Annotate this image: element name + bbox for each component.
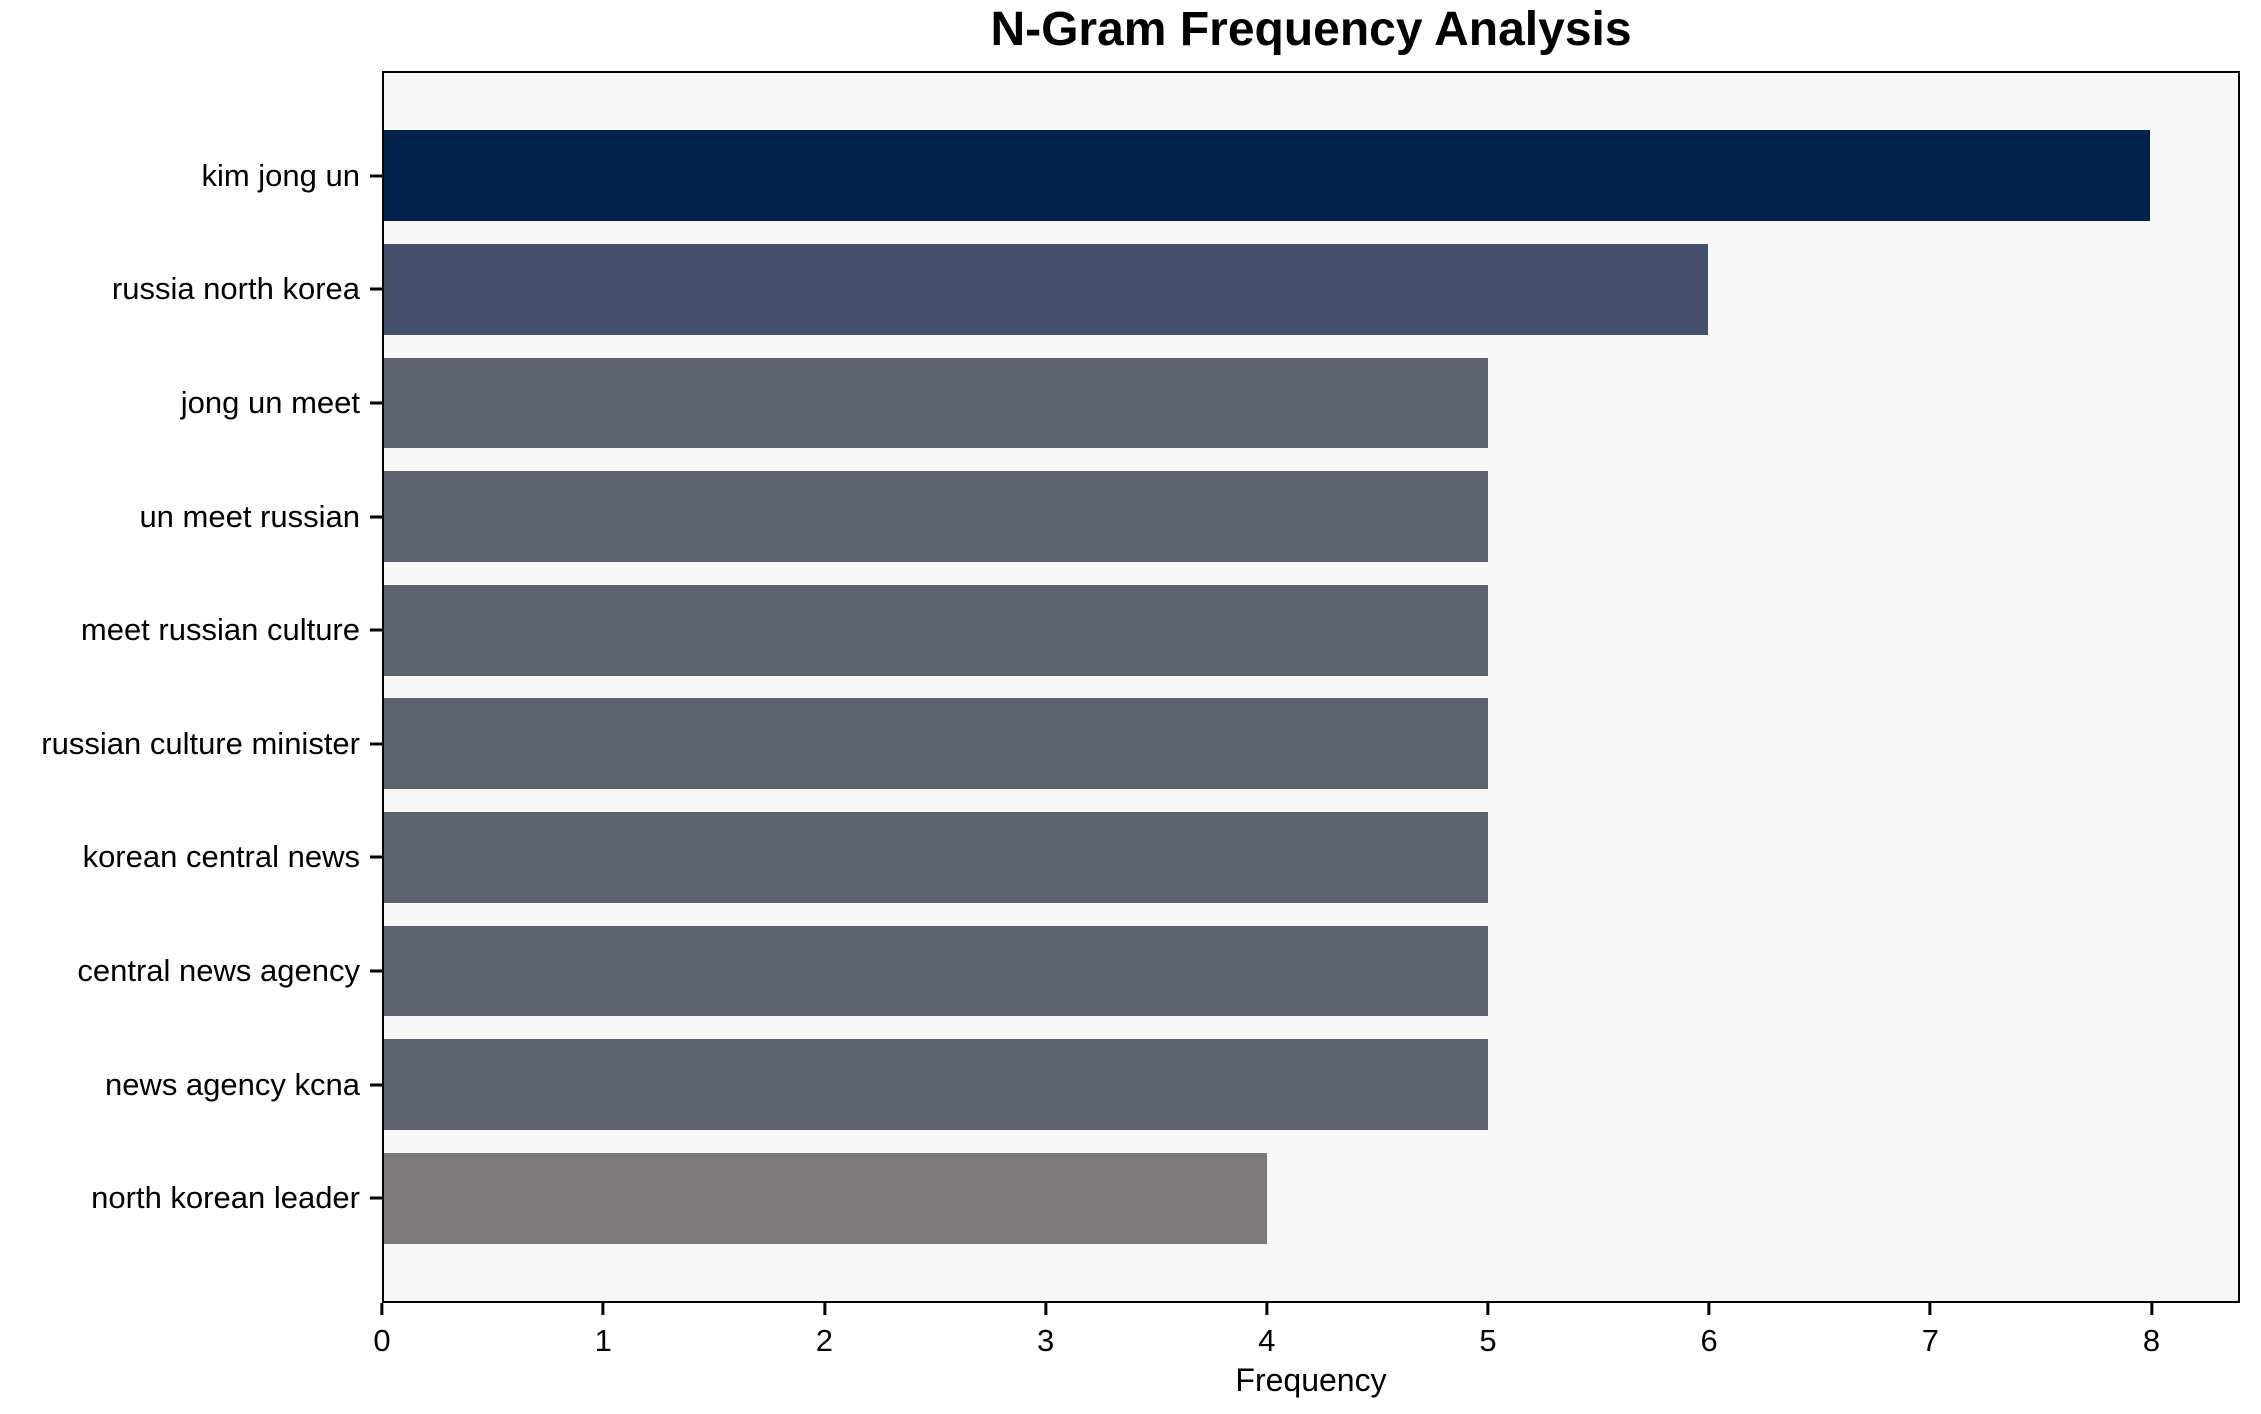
frequency-bar: [384, 243, 1709, 335]
y-tick-label: korean central news: [82, 839, 360, 875]
frequency-bar: [384, 584, 1488, 676]
frequency-bar: [384, 357, 1488, 449]
y-tick-label: central news agency: [77, 952, 360, 988]
x-tick-mark: [822, 1303, 826, 1315]
x-tick-mark: [1044, 1303, 1048, 1315]
y-tick-mark: [370, 401, 382, 405]
x-tick-mark: [1707, 1303, 1711, 1315]
y-tick-mark: [370, 628, 382, 632]
frequency-bar: [384, 925, 1488, 1017]
x-tick-mark: [2150, 1303, 2154, 1315]
x-tick-mark: [1265, 1303, 1269, 1315]
x-tick: 7: [1922, 1303, 1939, 1359]
y-tick-label: jong un meet: [180, 384, 360, 420]
bar-row: russian culture minister: [41, 687, 2238, 801]
x-tick: 8: [2143, 1303, 2160, 1359]
frequency-bar: [384, 1152, 1267, 1244]
x-tick-label: 3: [1036, 1323, 1055, 1358]
bar-row: un meet russian: [139, 460, 2238, 574]
x-tick: 1: [595, 1303, 612, 1359]
x-tick-label: 1: [594, 1323, 612, 1358]
bars-container: kim jong un russia north korea jong un mee…: [41, 73, 2238, 1301]
frequency-bar: [384, 811, 1488, 903]
bar-row: jong un meet: [181, 346, 2238, 460]
x-tick: 4: [1258, 1303, 1275, 1359]
x-tick-label: 6: [1700, 1323, 1718, 1358]
y-tick-label: un meet russian: [139, 498, 360, 534]
x-axis-label: Frequency: [1235, 1362, 1387, 1398]
y-tick-label: russia north korea: [111, 271, 360, 307]
x-tick: 3: [1037, 1303, 1054, 1359]
y-tick-mark: [370, 969, 382, 973]
y-tick-label: kim jong un: [201, 157, 360, 193]
x-tick-mark: [1928, 1303, 1932, 1315]
y-tick-mark: [370, 174, 382, 178]
x-tick-mark: [380, 1303, 384, 1315]
x-tick-label: 0: [373, 1323, 391, 1358]
y-tick-mark: [370, 1196, 382, 1200]
x-tick-mark: [1486, 1303, 1490, 1315]
x-tick-label: 8: [2142, 1323, 2161, 1358]
frequency-bar: [384, 1039, 1488, 1130]
y-tick-mark: [370, 515, 382, 519]
y-tick-label: north korean leader: [91, 1180, 360, 1216]
bar-row: news agency kcna: [105, 1028, 2238, 1142]
bar-row: central news agency: [77, 914, 2238, 1028]
y-tick-label: meet russian culture: [80, 612, 360, 648]
frequency-bar: [384, 471, 1488, 563]
x-tick-label: 2: [815, 1323, 833, 1358]
x-axis: 0 1 2 3 4 5 6 7 8: [373, 1303, 2240, 1373]
y-tick-mark: [370, 287, 382, 291]
plot-area: kim jong un russia north korea jong un mee…: [41, 71, 2240, 1303]
x-tick-mark: [601, 1303, 605, 1315]
x-tick-label: 4: [1258, 1323, 1276, 1358]
x-tick: 6: [1701, 1303, 1718, 1359]
frequency-bar: [384, 698, 1488, 790]
y-tick-label: russian culture minister: [41, 725, 360, 761]
x-tick-label: 7: [1921, 1323, 1939, 1358]
bar-row: russia north korea: [112, 233, 2238, 347]
chart-title: N-Gram Frequency Analysis: [990, 3, 1632, 56]
bar-row: kim jong un: [201, 119, 2238, 233]
x-tick: 2: [816, 1303, 833, 1359]
y-tick-mark: [370, 1083, 382, 1087]
y-tick-mark: [370, 742, 382, 746]
bar-row: korean central news: [83, 801, 2238, 915]
x-tick: 5: [1479, 1303, 1497, 1359]
bar-row: meet russian culture: [81, 573, 2238, 687]
x-tick-label: 5: [1479, 1323, 1497, 1358]
y-tick-label: news agency kcna: [104, 1066, 360, 1102]
frequency-bar: [384, 130, 2150, 222]
y-tick-mark: [370, 855, 382, 859]
bar-row: north korean leader: [91, 1141, 2238, 1255]
x-tick: 0: [373, 1303, 391, 1359]
